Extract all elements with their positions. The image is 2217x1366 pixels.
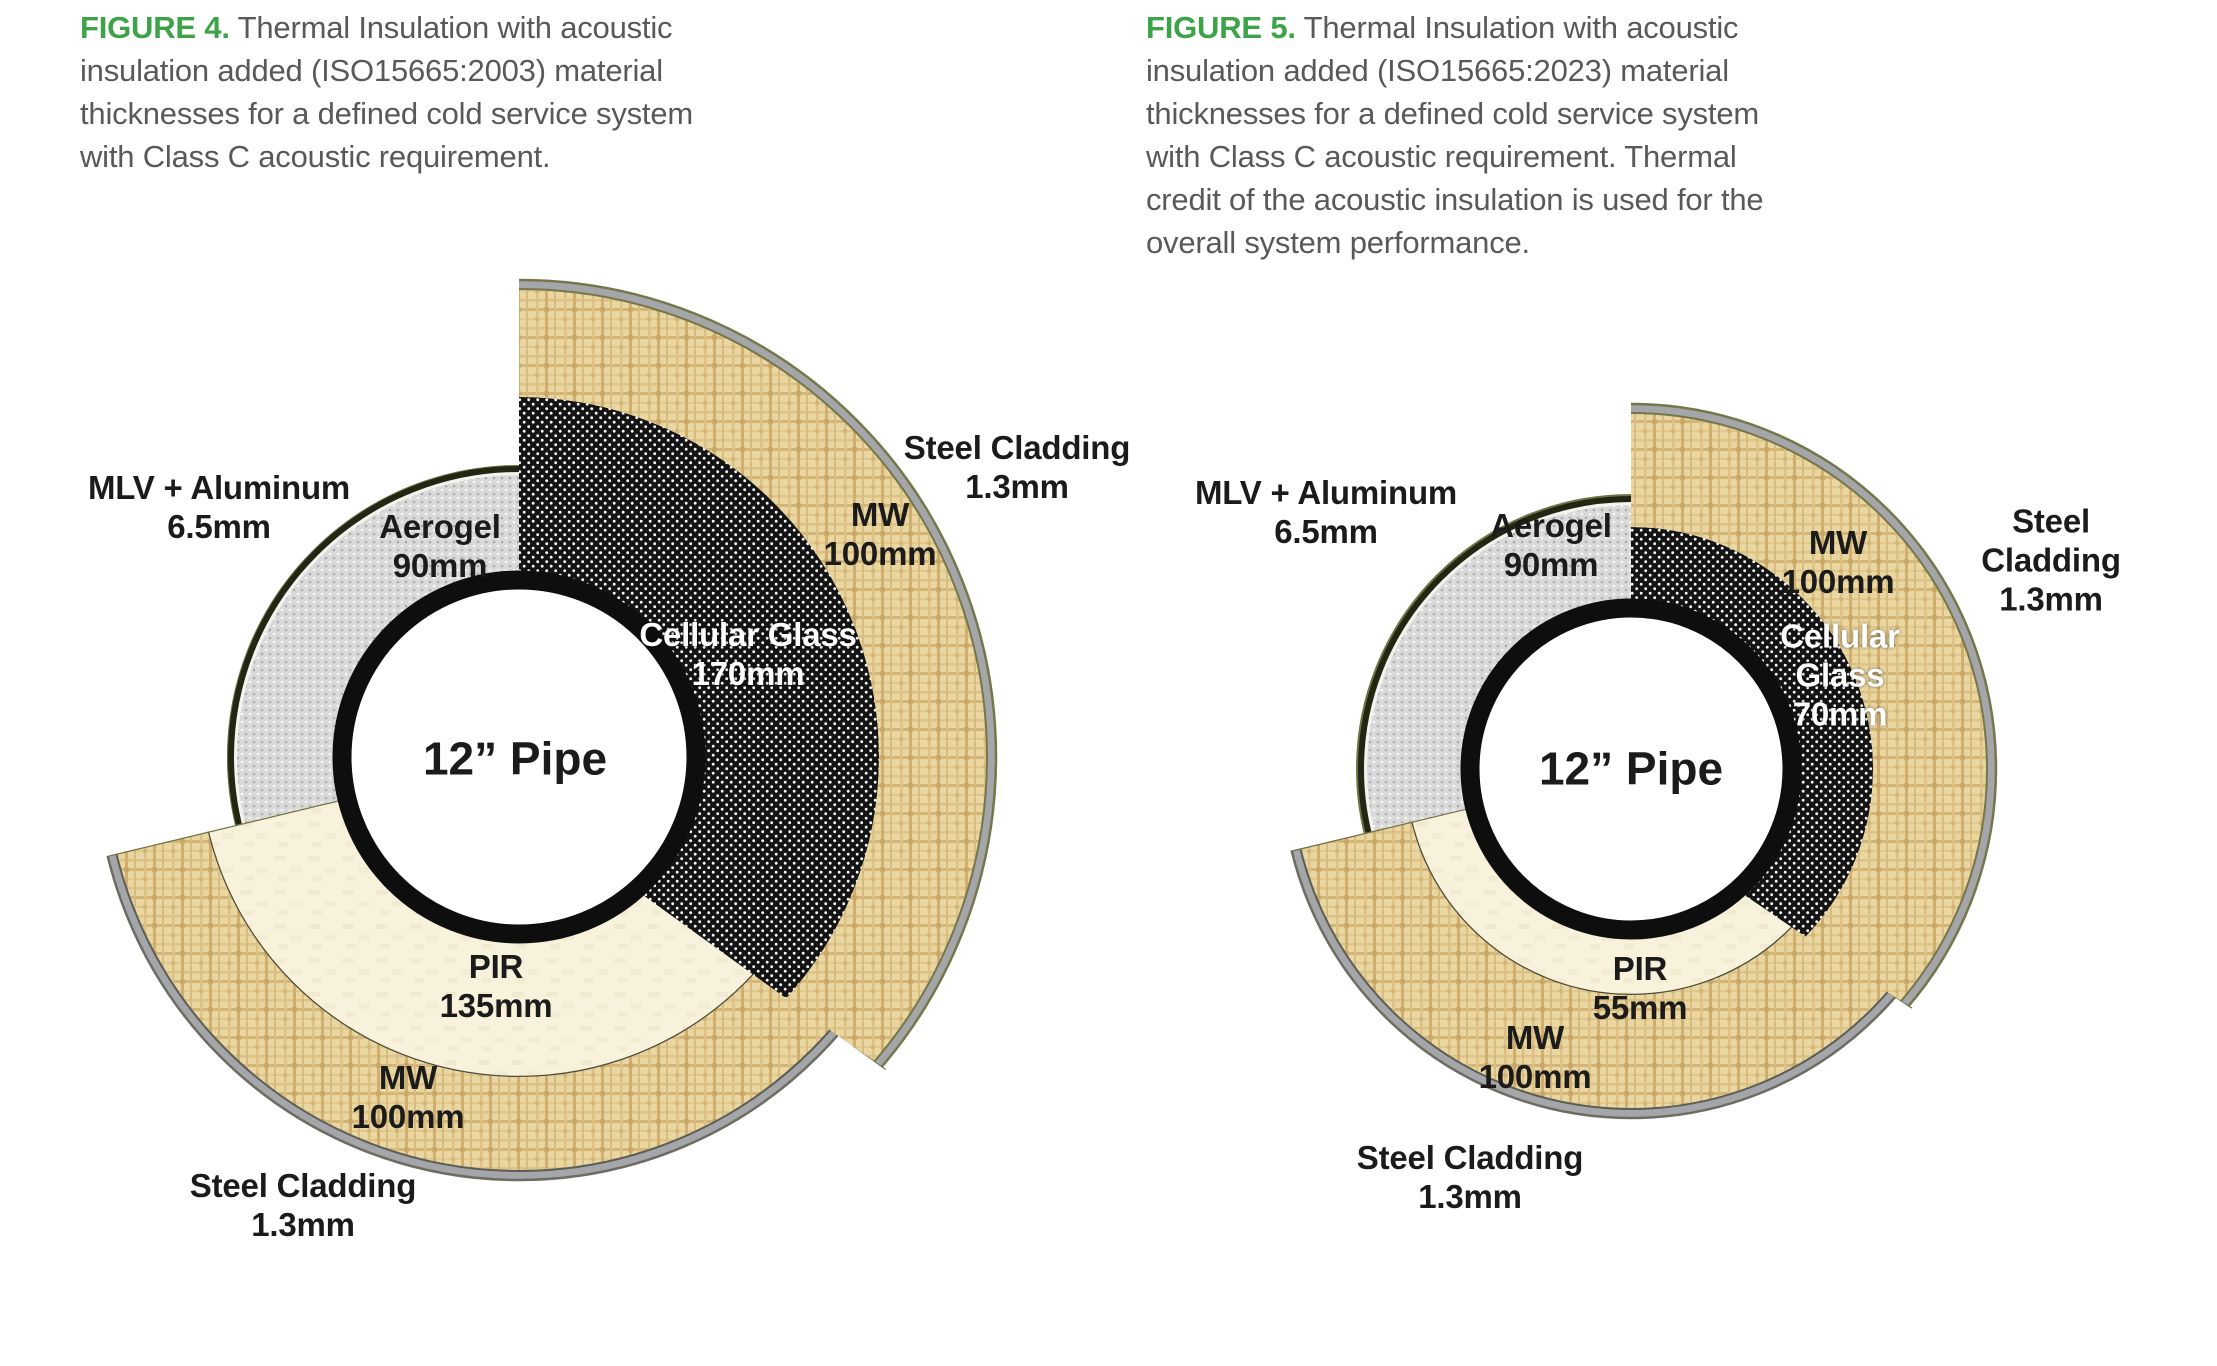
aerogel-wedge [1356,494,1631,848]
cladding-inner-line [1290,801,1931,1110]
figure5-label-mlv: MLV + Aluminum 6.5mm [1194,474,1458,550]
mlv-outer-line [226,465,519,840]
figure4-label-cellular-glass: Cellular Glass 170mm [639,616,857,692]
mw-ring-bottom [1291,801,1931,1109]
figure5-label-steel-cladding-top: Steel Cladding 1.3mm [1981,502,2121,618]
figure5-pipe-label: 12” Pipe [1538,742,1724,795]
aerogel-ring [1367,505,1631,848]
figure5-caption-label: FIGURE 5. [1146,10,1296,45]
cladding-outer-line [103,792,882,1182]
cellular-glass-ring [519,397,879,1070]
steel-cladding-top-ring [1631,404,1996,1009]
cladding-outer-line [1287,801,1931,1120]
mw-ring-top [519,289,987,1070]
mlv-inner-gap [234,472,519,840]
steel-cladding-bottom-ring [1287,801,1931,1118]
mlv-inner-gap [1364,502,1631,848]
figure5-caption-text: Thermal Insulation with acoustic insulat… [1146,10,1764,260]
figure4-label-mlv: MLV + Aluminum 6.5mm [87,469,351,545]
cladding-inner-line [1631,412,1988,1009]
pir-ring [199,792,839,1077]
cladding-inner-line [519,288,988,1070]
figure5-label-cellular-glass: Cellular Glass 70mm [1780,617,1900,733]
figure4-diagram [103,278,998,1182]
figure5-label-aerogel: Aerogel 90mm [1490,507,1612,583]
figure5-label-steel-cladding-bottom: Steel Cladding 1.3mm [1356,1139,1584,1215]
aerogel-wedge [226,465,519,840]
mlv-band [1357,495,1631,848]
figure4-caption-label: FIGURE 4. [80,10,230,45]
mw-ring-bottom [105,792,882,1171]
figure4-label-aerogel: Aerogel 90mm [379,508,501,584]
figure5-diagram [1287,402,1998,1120]
figure4-label-steel-cladding-bottom: Steel Cladding 1.3mm [189,1167,417,1243]
mlv-outer-line [1356,494,1631,848]
aerogel-ring [237,475,519,840]
figure5-label-pir: PIR 55mm [1592,950,1688,1026]
cladding-inner-line [104,792,882,1172]
cellular-glass-ring [1631,527,1873,1009]
figure4-pipe-label: 12” Pipe [422,732,608,785]
figure4-caption: FIGURE 4. Thermal Insulation with acoust… [80,6,693,178]
figure4-label-mw-bottom: MW 100mm [351,1059,465,1135]
figure5-label-mw-bottom: MW 100mm [1478,1019,1592,1095]
steel-cladding-top-ring [519,280,996,1070]
steel-cladding-bottom-ring [103,792,882,1180]
figure4-label-steel-cladding-top: Steel Cladding 1.3mm [903,429,1131,505]
pir-ring [1405,801,1857,995]
figure5-label-mw-top: MW 100mm [1781,524,1895,600]
cladding-outer-line [1631,402,1998,1009]
figure5-caption: FIGURE 5. Thermal Insulation with acoust… [1146,6,1764,264]
figure4-caption-text: Thermal Insulation with acoustic insulat… [80,10,693,174]
pipe-circle [1460,598,1802,940]
mw-ring-top [1631,413,1987,1009]
mlv-band [227,465,519,840]
figure4-label-pir: PIR 135mm [439,948,553,1024]
pipe-circle [332,570,706,944]
cladding-outer-line [519,278,998,1070]
figure4-label-mw-top: MW 100mm [823,496,937,572]
